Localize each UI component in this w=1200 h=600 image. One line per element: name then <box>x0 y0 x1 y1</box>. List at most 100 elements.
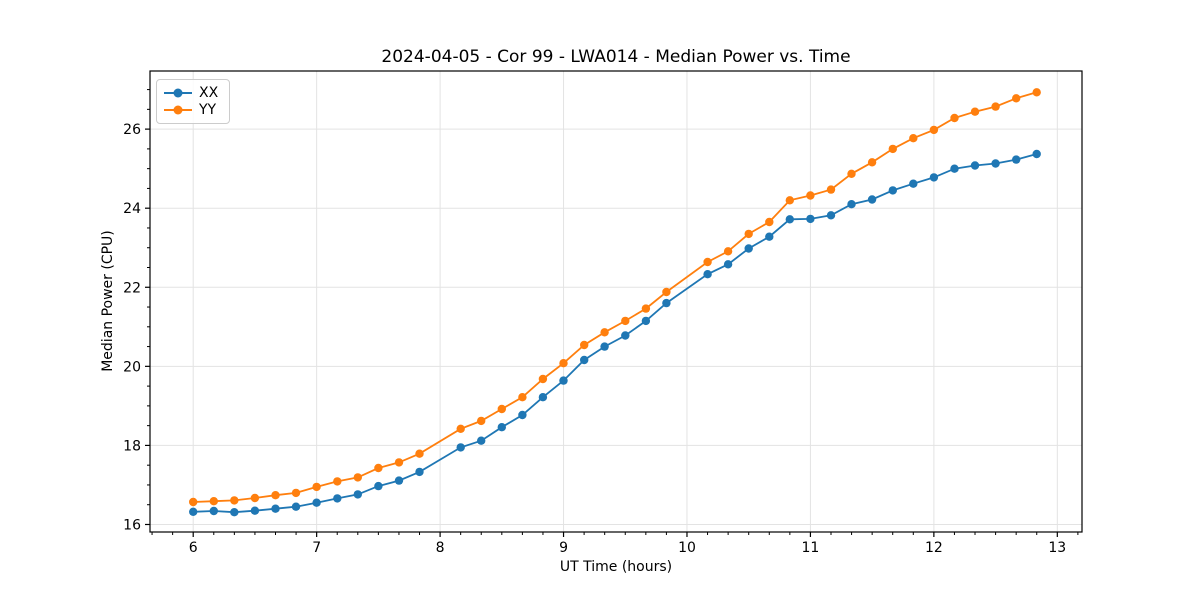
data-point-xx <box>950 164 959 173</box>
plot-border <box>149 70 1083 533</box>
legend-marker-xx <box>173 88 183 98</box>
data-point-yy <box>477 416 486 426</box>
data-point-yy <box>415 449 424 458</box>
data-point-yy <box>189 497 198 507</box>
data-point-yy <box>662 287 671 297</box>
data-point-yy <box>518 393 527 402</box>
data-point-xx <box>271 504 280 513</box>
data-point-yy <box>703 257 712 267</box>
data-point-yy <box>394 458 404 467</box>
data-point-yy <box>970 107 980 116</box>
x-tick-label: 7 <box>312 540 321 556</box>
x-tick-label: 12 <box>925 540 943 556</box>
y-tick-label: 22 <box>123 280 141 296</box>
x-tick-label: 8 <box>436 540 445 556</box>
data-point-xx <box>189 507 198 516</box>
data-point-yy <box>621 316 630 326</box>
data-point-yy <box>847 169 856 178</box>
data-point-yy <box>929 125 939 135</box>
data-point-xx <box>394 476 404 485</box>
data-point-xx <box>888 186 897 195</box>
data-point-yy <box>765 217 774 227</box>
data-point-yy <box>600 328 609 337</box>
legend-item-xx: XX <box>164 86 222 100</box>
data-point-xx <box>353 490 362 499</box>
data-point-xx <box>1032 149 1041 159</box>
data-point-yy <box>785 196 794 205</box>
legend-line-sample-xx <box>164 88 192 98</box>
data-point-yy <box>909 134 918 143</box>
legend-label-yy: YY <box>199 102 217 119</box>
data-point-xx <box>867 195 877 204</box>
data-point-yy <box>271 491 280 500</box>
y-tick-label: 16 <box>123 517 141 533</box>
data-point-xx <box>1012 155 1021 164</box>
data-point-xx <box>621 331 630 340</box>
data-point-yy <box>826 185 836 194</box>
data-point-yy <box>538 374 548 384</box>
data-point-xx <box>518 410 527 420</box>
data-point-xx <box>991 159 1000 168</box>
legend: XX YY <box>156 79 230 124</box>
x-tick-label: 10 <box>678 540 696 556</box>
data-point-yy <box>806 191 815 200</box>
data-point-xx <box>662 298 671 308</box>
data-point-yy <box>497 404 506 414</box>
legend-label-xx: XX <box>199 84 219 101</box>
x-tick-label: 9 <box>559 540 568 556</box>
data-point-yy <box>209 497 218 506</box>
series-line-yy <box>193 91 1037 503</box>
data-point-xx <box>806 214 815 224</box>
data-point-yy <box>580 340 589 350</box>
x-tick-label: 13 <box>1048 540 1066 556</box>
data-point-yy <box>1032 88 1041 97</box>
series-line-xx <box>193 153 1037 514</box>
data-point-yy <box>250 493 260 503</box>
data-point-xx <box>333 494 342 503</box>
legend-line-sample-yy <box>164 105 192 115</box>
data-point-xx <box>374 481 383 491</box>
data-point-yy <box>559 359 568 368</box>
data-point-xx <box>929 173 939 182</box>
data-point-xx <box>744 244 753 253</box>
legend-item-yy: YY <box>164 103 222 117</box>
data-point-xx <box>703 270 712 279</box>
data-point-xx <box>970 161 980 170</box>
data-point-xx <box>497 423 506 432</box>
data-point-yy <box>867 158 877 167</box>
data-point-xx <box>291 502 301 511</box>
data-point-yy <box>950 113 959 123</box>
data-point-xx <box>477 436 486 445</box>
data-point-xx <box>538 393 548 402</box>
x-tick-label: 6 <box>189 540 198 556</box>
data-point-xx <box>250 506 260 515</box>
data-point-xx <box>765 232 774 241</box>
y-tick-label: 20 <box>123 359 141 375</box>
data-point-yy <box>374 463 383 473</box>
data-point-xx <box>456 443 465 452</box>
y-tick-label: 26 <box>123 122 141 138</box>
data-point-xx <box>559 376 568 385</box>
data-point-xx <box>600 342 609 351</box>
y-tick-label: 24 <box>123 201 141 217</box>
data-point-yy <box>1012 94 1021 103</box>
data-point-yy <box>744 229 753 239</box>
data-point-yy <box>230 496 239 505</box>
data-point-xx <box>415 467 424 477</box>
data-point-yy <box>723 247 733 256</box>
data-point-xx <box>785 215 794 224</box>
data-point-xx <box>909 179 918 188</box>
y-tick-label: 18 <box>123 438 141 454</box>
data-point-yy <box>456 424 465 433</box>
data-point-xx <box>312 498 321 507</box>
data-point-xx <box>230 508 239 517</box>
data-point-xx <box>209 506 218 516</box>
chart-title: 2024-04-05 - Cor 99 - LWA014 - Median Po… <box>381 47 851 67</box>
x-tick-label: 11 <box>802 540 820 556</box>
data-point-xx <box>641 316 651 326</box>
x-axis-label: UT Time (hours) <box>559 559 673 575</box>
data-point-xx <box>580 355 589 365</box>
data-point-yy <box>333 477 342 486</box>
